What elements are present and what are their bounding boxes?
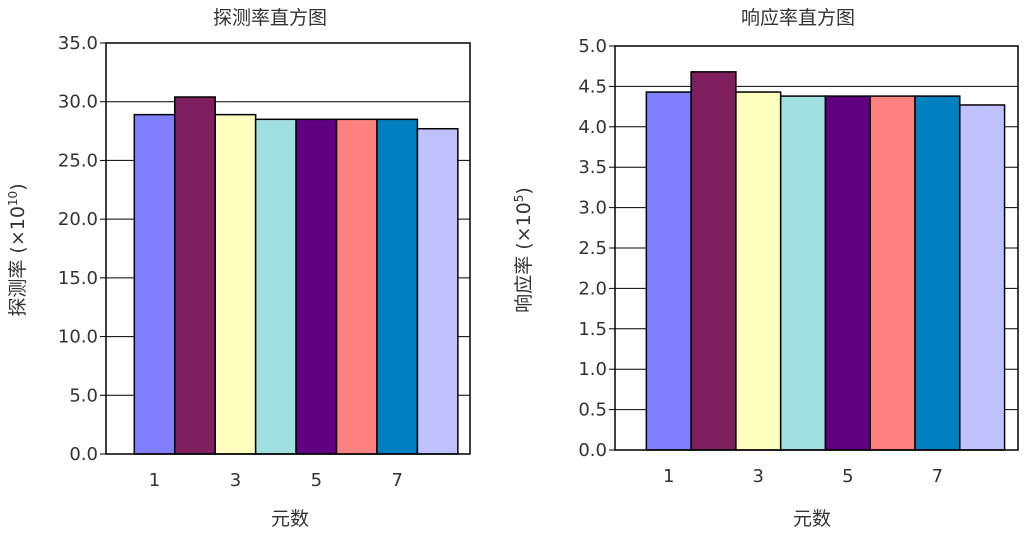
chart-title: 响应率直方图	[741, 7, 855, 29]
x-tick-label: 5	[311, 470, 322, 491]
y-axis-label-text: 探测率 (×10	[7, 206, 29, 317]
x-tick-label: 7	[932, 466, 943, 487]
y-tick-label: 2.5	[578, 238, 607, 259]
bar-3	[735, 91, 782, 451]
chart-title: 探测率直方图	[213, 7, 327, 29]
y-tick-label: 5.0	[69, 385, 98, 406]
plot-frame	[614, 45, 1019, 451]
y-tick-label: 25.0	[58, 150, 98, 171]
y-tick-label: 2.0	[578, 278, 607, 299]
plot-area: 0.0 0.5 1.0 1.5 2.0 2.5 3.0 3.5 4.0 4.5 5.0 1 3 5 7	[578, 36, 1019, 487]
x-axis-label: 元数	[271, 508, 309, 530]
y-axis-label-close: )	[513, 187, 535, 194]
y-axis-label-text: 响应率 (×10	[513, 202, 535, 313]
bar-8	[959, 104, 1006, 451]
y-tick-label: 1.5	[578, 319, 607, 340]
bar-4	[254, 118, 297, 455]
y-tick-label: 3.0	[578, 198, 607, 219]
bar-8	[416, 127, 459, 455]
bar-4	[779, 95, 827, 451]
y-axis-label: 响应率 (×105)	[512, 187, 535, 313]
bar-6	[335, 118, 378, 455]
y-axis-label: 探测率 (×1010)	[6, 183, 29, 316]
detection-rate-chart: 探测率直方图 0.0 5.0 10.0 15.0 20.0 25.0 30.0 35.0 1 3 5…	[6, 7, 471, 530]
bar-7	[376, 118, 419, 455]
bar-5	[295, 118, 338, 455]
x-axis-label: 元数	[793, 508, 831, 530]
bar-2	[174, 96, 216, 455]
y-tick-label: 3.5	[578, 157, 607, 178]
x-tick-label: 7	[391, 470, 402, 491]
bar-1	[645, 91, 692, 451]
plot-area: 0.0 5.0 10.0 15.0 20.0 25.0 30.0 35.0 1 3 5 7	[58, 33, 471, 491]
bar-7	[914, 95, 961, 451]
y-tick-label: 4.5	[578, 76, 607, 97]
y-axis-label-exponent: 5	[512, 195, 526, 203]
y-axis-label-exponent: 10	[6, 191, 20, 206]
bar-3	[214, 113, 257, 455]
plot-frame	[105, 42, 471, 455]
responsivity-chart: 响应率直方图 0.0 0.5 1.0 1.5 2.0 2.5 3.0 3.5 4.0 4.5 5.0…	[512, 7, 1019, 530]
y-tick-label: 20.0	[58, 209, 98, 230]
y-tick-label: 5.0	[578, 36, 607, 57]
y-tick-label: 10.0	[58, 327, 98, 348]
bar-1	[133, 113, 176, 455]
x-tick-label: 1	[663, 466, 674, 487]
bar-6	[869, 95, 916, 451]
x-tick-label: 5	[842, 466, 853, 487]
y-tick-label: 35.0	[58, 33, 98, 54]
y-tick-label: 30.0	[58, 92, 98, 113]
y-tick-label: 4.0	[578, 117, 607, 138]
y-tick-label: 0.0	[69, 444, 98, 465]
y-tick-label: 1.0	[578, 359, 607, 380]
x-tick-label: 1	[149, 470, 160, 491]
bar-5	[824, 95, 871, 451]
bar-2	[690, 71, 737, 451]
x-tick-label: 3	[753, 466, 764, 487]
y-axis-label-close: )	[7, 183, 29, 190]
x-tick-label: 3	[230, 470, 241, 491]
y-tick-label: 0.0	[578, 440, 607, 461]
y-tick-label: 0.5	[578, 400, 607, 421]
y-tick-label: 15.0	[58, 268, 98, 289]
